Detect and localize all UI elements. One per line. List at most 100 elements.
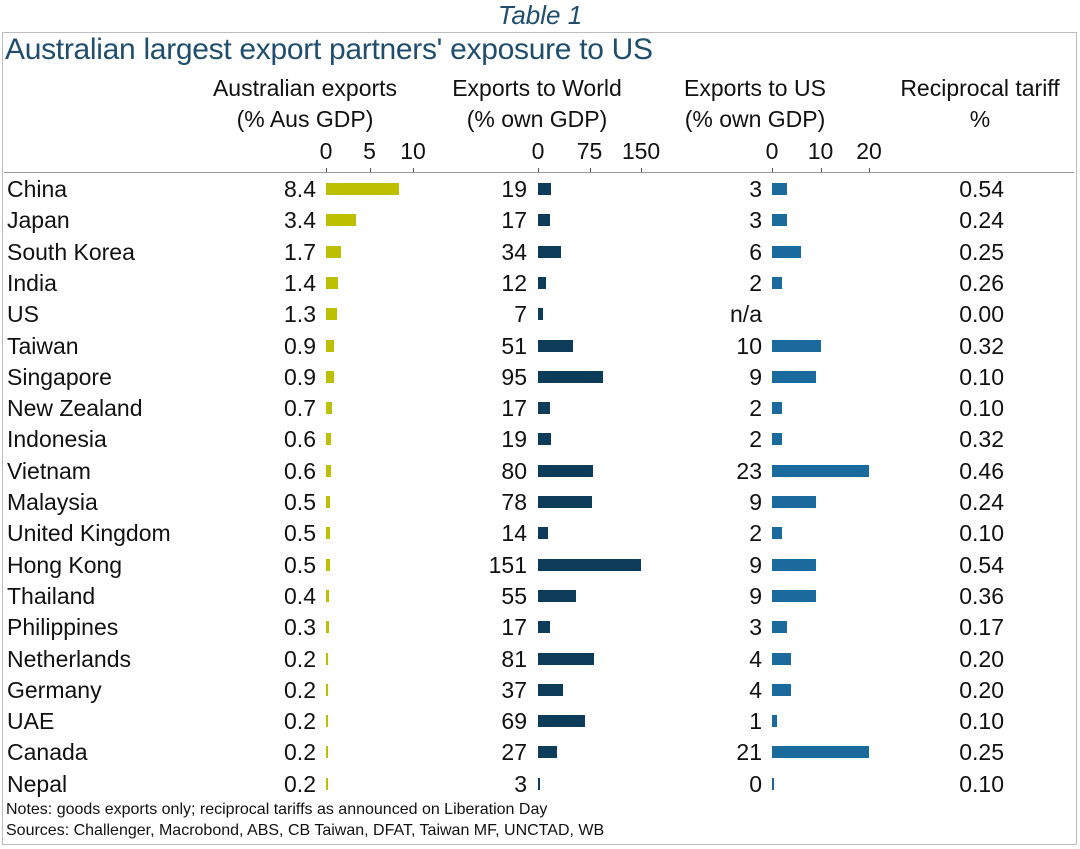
- bar-aus_exports: [326, 777, 328, 790]
- country-label: Philippines: [7, 614, 119, 641]
- tick-mark: [641, 168, 642, 173]
- tick-label: 20: [856, 138, 882, 164]
- value-aus_exports: 1.7: [284, 238, 316, 265]
- value-tariff: 0.32: [959, 426, 1004, 453]
- value-us: n/a: [730, 301, 762, 328]
- value-aus_exports: 1.3: [284, 301, 316, 328]
- bar-us: [772, 777, 774, 790]
- bar-world: [538, 527, 548, 540]
- bar-aus_exports: [326, 652, 328, 665]
- country-label: Hong Kong: [7, 551, 123, 578]
- tick-mark: [589, 168, 591, 173]
- header-line1: Australian exports: [212, 75, 398, 101]
- country-label: Netherlands: [7, 645, 132, 672]
- value-world: 7: [514, 301, 527, 328]
- country-label: Vietnam: [7, 457, 91, 484]
- value-world: 17: [501, 395, 527, 422]
- country-label: New Zealand: [7, 395, 143, 422]
- bar-world: [538, 621, 550, 634]
- value-us: 4: [749, 645, 762, 672]
- bar-world: [538, 183, 552, 195]
- bar-aus_exports: [326, 746, 328, 759]
- country-label: US: [7, 301, 39, 328]
- bar-world: [538, 558, 641, 571]
- value-tariff: 0.10: [959, 395, 1004, 422]
- country-label: Germany: [7, 676, 102, 703]
- bar-world: [538, 777, 541, 790]
- bar-aus_exports: [326, 464, 332, 477]
- country-label: Thailand: [7, 582, 96, 609]
- bar-aus_exports: [326, 683, 328, 696]
- value-tariff: 0.54: [959, 551, 1004, 578]
- value-aus_exports: 0.5: [284, 489, 316, 515]
- bar-us: [772, 276, 782, 289]
- bar-aus_exports: [326, 558, 331, 571]
- bar-us: [772, 496, 816, 508]
- tick-mark: [869, 168, 870, 173]
- tick-label: 10: [807, 138, 834, 164]
- value-world: 14: [501, 520, 527, 547]
- bar-aus_exports: [326, 621, 329, 634]
- country-label: Singapore: [7, 363, 112, 390]
- country-label: Japan: [7, 207, 70, 234]
- bar-us: [772, 339, 821, 352]
- value-tariff: 0.26: [959, 269, 1004, 296]
- tick-label: 75: [576, 138, 603, 164]
- tick-mark: [772, 168, 773, 173]
- sources: Sources: Challenger, Macrobond, ABS, CB …: [6, 822, 605, 839]
- value-aus_exports: 0.2: [284, 739, 316, 766]
- header-line1: Reciprocal tariff: [900, 75, 1060, 101]
- bar-us: [772, 621, 787, 634]
- value-tariff: 0.46: [959, 457, 1004, 484]
- country-label: Taiwan: [7, 332, 79, 359]
- value-us: 2: [749, 426, 762, 453]
- value-aus_exports: 0.5: [284, 520, 316, 547]
- bar-world: [538, 433, 552, 446]
- bar-aus_exports: [326, 214, 356, 227]
- value-tariff: 0.10: [959, 770, 1004, 797]
- value-aus_exports: 0.2: [284, 708, 316, 735]
- value-world: 81: [501, 645, 527, 672]
- country-label: Malaysia: [7, 489, 98, 515]
- value-aus_exports: 0.6: [284, 426, 316, 453]
- header-line2: %: [969, 106, 991, 132]
- bar-world: [538, 652, 594, 665]
- value-world: 17: [501, 614, 527, 641]
- value-world: 3: [514, 770, 527, 797]
- value-aus_exports: 0.4: [284, 582, 316, 609]
- table-frame: [2, 32, 1077, 845]
- tick-label: 0: [765, 138, 779, 164]
- column-header-world: Exports to World (% own GDP): [417, 73, 657, 135]
- bar-world: [538, 464, 593, 477]
- bar-aus_exports: [326, 308, 338, 321]
- table-caption: Table 1: [497, 0, 583, 30]
- value-aus_exports: 8.4: [284, 176, 316, 202]
- country-label: UAE: [7, 708, 55, 735]
- value-tariff: 0.32: [959, 332, 1004, 359]
- value-aus_exports: 1.4: [284, 269, 316, 296]
- value-world: 69: [501, 708, 527, 735]
- value-us: 21: [736, 739, 762, 766]
- bar-world: [538, 589, 576, 602]
- bar-us: [772, 715, 777, 728]
- value-world: 12: [501, 269, 527, 296]
- country-label: China: [7, 176, 68, 202]
- value-us: 9: [749, 551, 762, 578]
- country-label: India: [7, 269, 57, 296]
- value-world: 80: [501, 457, 527, 484]
- bar-us: [772, 370, 816, 383]
- country-label: Nepal: [7, 770, 68, 797]
- value-us: 2: [749, 520, 762, 547]
- header-line2: (% own GDP): [684, 106, 826, 132]
- country-label: Indonesia: [7, 426, 107, 453]
- value-us: 3: [749, 207, 762, 234]
- value-tariff: 0.25: [959, 739, 1004, 766]
- column-header-aus_exports: Australian exports (% Aus GDP): [185, 73, 425, 135]
- bar-us: [772, 245, 802, 258]
- header-line1: Exports to US: [684, 75, 826, 101]
- value-tariff: 0.24: [959, 207, 1004, 234]
- bar-us: [772, 746, 869, 759]
- tick-mark: [820, 168, 822, 173]
- bar-aus_exports: [326, 433, 332, 446]
- value-us: 9: [749, 363, 762, 390]
